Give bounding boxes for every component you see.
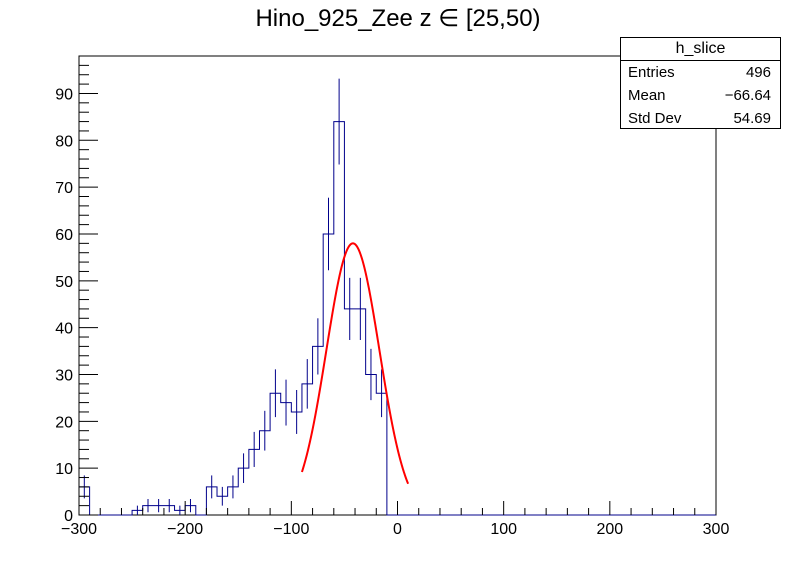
- x-tick-label: 300: [703, 521, 730, 538]
- chart-title: Hino_925_Zee z ∈ [25,50): [255, 5, 541, 32]
- stats-row-stddev: Std Dev 54.69: [621, 107, 780, 130]
- y-tick-label: 30: [55, 367, 73, 384]
- stats-value: 496: [745, 64, 771, 81]
- stats-label: Mean: [628, 87, 666, 104]
- y-tick-label: 0: [64, 508, 73, 525]
- y-tick-label: 70: [55, 180, 73, 197]
- fit-layer: [300, 242, 410, 485]
- stats-title: h_slice: [621, 38, 780, 61]
- axis-layer: −300 −200 −100 0 100 200 300 0 10 20 30 40 50 60 70 80 9…: [55, 55, 730, 538]
- y-tick-label: 80: [55, 133, 73, 150]
- x-tick-label: −100: [273, 521, 309, 538]
- y-tick-label: 40: [55, 321, 73, 338]
- stats-row-entries: Entries 496: [621, 61, 780, 84]
- y-tick-label: 50: [55, 274, 73, 291]
- stats-label: Std Dev: [628, 110, 682, 127]
- x-tick-label: 100: [490, 521, 517, 538]
- stats-label: Entries: [628, 64, 675, 81]
- x-tick-label: −200: [167, 521, 203, 538]
- histogram-layer: [79, 78, 716, 516]
- stats-value: 54.69: [733, 110, 771, 127]
- y-tick-label: 10: [55, 461, 73, 478]
- y-tick-label: 90: [55, 86, 73, 103]
- histogram-outline: [79, 121, 716, 516]
- x-tick-label: 200: [596, 521, 623, 538]
- x-tick-label: 0: [393, 521, 402, 538]
- x-tick-label: −300: [61, 521, 97, 538]
- y-tick-label: 20: [55, 414, 73, 431]
- y-tick-label: 60: [55, 227, 73, 244]
- stats-value: −66.64: [724, 87, 771, 104]
- gaussian-fit-curve: [300, 242, 410, 485]
- stats-row-mean: Mean −66.64: [621, 84, 780, 107]
- stats-box: h_slice Entries 496 Mean −66.64 Std Dev …: [620, 37, 781, 129]
